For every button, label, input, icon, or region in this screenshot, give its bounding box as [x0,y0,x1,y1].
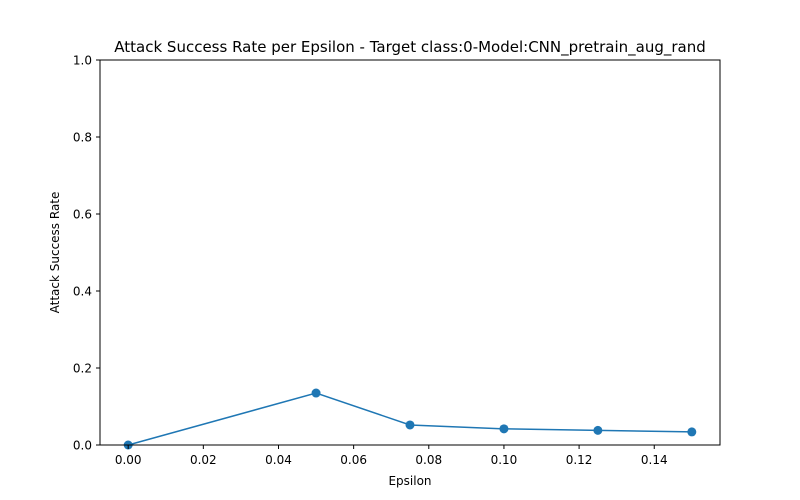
chart-title: Attack Success Rate per Epsilon - Target… [114,38,705,57]
x-tick-label: 0.04 [265,453,292,467]
data-point [311,388,321,398]
x-tick-label: 0.06 [340,453,367,467]
data-point [687,427,697,437]
x-tick-label: 0.14 [641,453,668,467]
y-tick-label: 0.4 [73,285,92,299]
plot-area [123,388,697,450]
x-axis-label: Epsilon [388,474,431,488]
x-tick-label: 0.02 [190,453,217,467]
y-tick-label: 0.8 [73,131,92,145]
plot-frame [99,59,721,446]
x-tick-label: 0.12 [566,453,593,467]
x-axis: 0.00 0.02 0.04 0.06 0.08 0.10 0.12 0.14 [115,445,668,467]
series-line [127,392,692,446]
y-axis: 0.0 0.2 0.4 0.6 0.8 1.0 [73,54,100,453]
y-tick-label: 0.6 [73,208,92,222]
data-point [405,420,415,430]
data-point [499,424,509,434]
x-tick-label: 0.00 [115,453,142,467]
y-tick-label: 0.2 [73,362,92,376]
x-tick-label: 0.10 [491,453,518,467]
data-point [593,425,603,435]
y-tick-label: 0.0 [73,439,92,453]
y-axis-label: Attack Success Rate [48,192,62,314]
x-tick-label: 0.08 [415,453,442,467]
y-tick-label: 1.0 [73,54,92,68]
